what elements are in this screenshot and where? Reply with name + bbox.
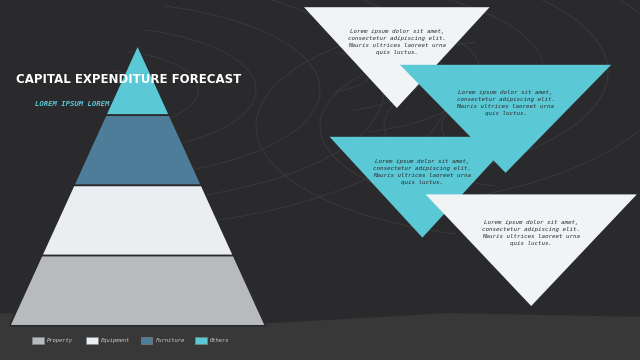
Bar — [141, 337, 152, 344]
Polygon shape — [10, 256, 266, 326]
Text: CAPITAL EXPENDITURE FORECAST: CAPITAL EXPENDITURE FORECAST — [16, 73, 241, 86]
Text: LOREM IPSUM LOREM IPSUM: LOREM IPSUM LOREM IPSUM — [35, 102, 136, 107]
Text: Property: Property — [47, 338, 73, 343]
Polygon shape — [330, 137, 515, 238]
Text: Lorem ipsum dolor sit amet,
consectetur adipiscing elit.
Mauris ultrices laoreet: Lorem ipsum dolor sit amet, consectetur … — [456, 90, 555, 116]
Bar — [86, 337, 98, 344]
Text: Furniture: Furniture — [156, 338, 185, 343]
Text: Lorem ipsum dolor sit amet,
consectetur adipiscing elit.
Mauris ultrices laoreet: Lorem ipsum dolor sit amet, consectetur … — [348, 30, 446, 55]
Polygon shape — [400, 65, 611, 173]
Polygon shape — [42, 185, 234, 256]
Text: Lorem ipsum dolor sit amet,
consectetur adipiscing elit.
Mauris ultrices laoreet: Lorem ipsum dolor sit amet, consectetur … — [373, 159, 472, 185]
Text: Others: Others — [210, 338, 229, 343]
Polygon shape — [304, 7, 490, 108]
Bar — [32, 337, 44, 344]
Polygon shape — [426, 194, 637, 306]
Text: Equipment: Equipment — [101, 338, 131, 343]
Text: Lorem ipsum dolor sit amet,
consectetur adipiscing elit.
Mauris ultrices laoreet: Lorem ipsum dolor sit amet, consectetur … — [482, 220, 580, 247]
Polygon shape — [106, 45, 170, 115]
Polygon shape — [0, 313, 640, 360]
Bar — [195, 337, 207, 344]
Polygon shape — [74, 115, 202, 185]
